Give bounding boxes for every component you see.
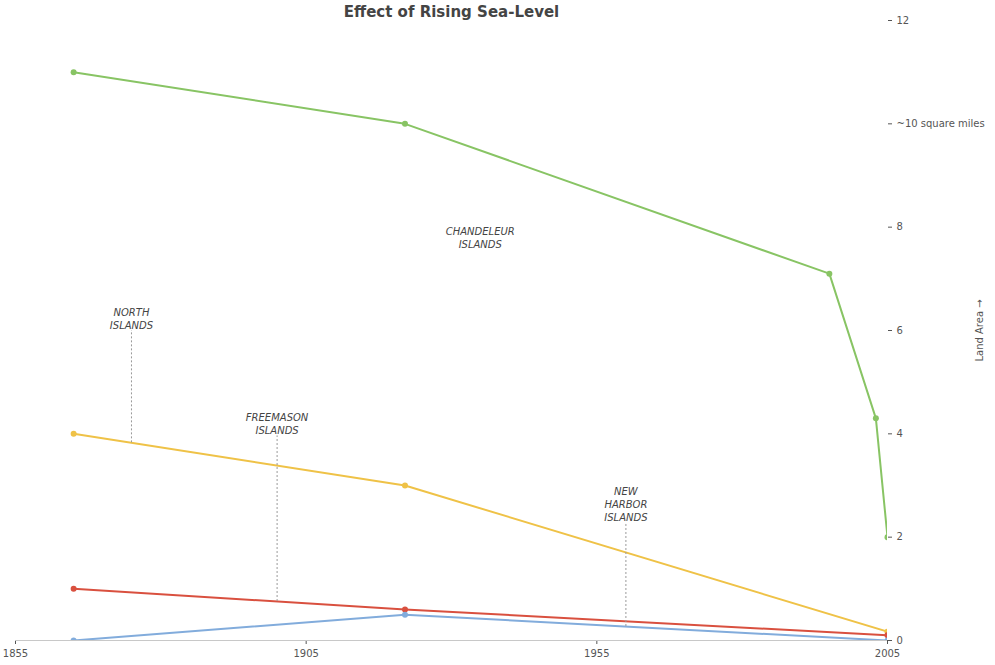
- svg-text:2005: 2005: [875, 648, 900, 659]
- svg-text:NORTHISLANDS: NORTHISLANDS: [110, 307, 154, 331]
- svg-text:4: 4: [897, 428, 903, 439]
- svg-text:8: 8: [897, 221, 903, 232]
- svg-text:1955: 1955: [584, 648, 609, 659]
- svg-text:NEWHARBORISLANDS: NEWHARBORISLANDS: [604, 486, 648, 523]
- svg-text:1905: 1905: [293, 648, 318, 659]
- svg-text:~10 square miles: ~10 square miles: [897, 118, 985, 129]
- svg-text:6: 6: [897, 325, 903, 336]
- svg-text:1855: 1855: [3, 648, 28, 659]
- svg-text:CHANDELEURISLANDS: CHANDELEURISLANDS: [446, 226, 515, 250]
- svg-text:FREEMASONISLANDS: FREEMASONISLANDS: [246, 412, 309, 436]
- svg-text:Land Area →: Land Area →: [974, 299, 985, 361]
- svg-text:12: 12: [897, 15, 910, 26]
- svg-text:Effect of Rising Sea-Level: Effect of Rising Sea-Level: [344, 3, 559, 21]
- svg-text:0: 0: [897, 635, 903, 646]
- svg-text:2: 2: [897, 531, 903, 542]
